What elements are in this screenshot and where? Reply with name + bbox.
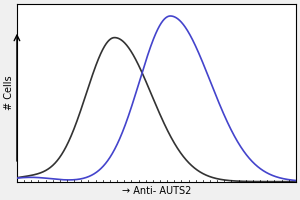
X-axis label: → Anti- AUTS2: → Anti- AUTS2	[122, 186, 191, 196]
Y-axis label: # Cells: # Cells	[4, 76, 14, 110]
